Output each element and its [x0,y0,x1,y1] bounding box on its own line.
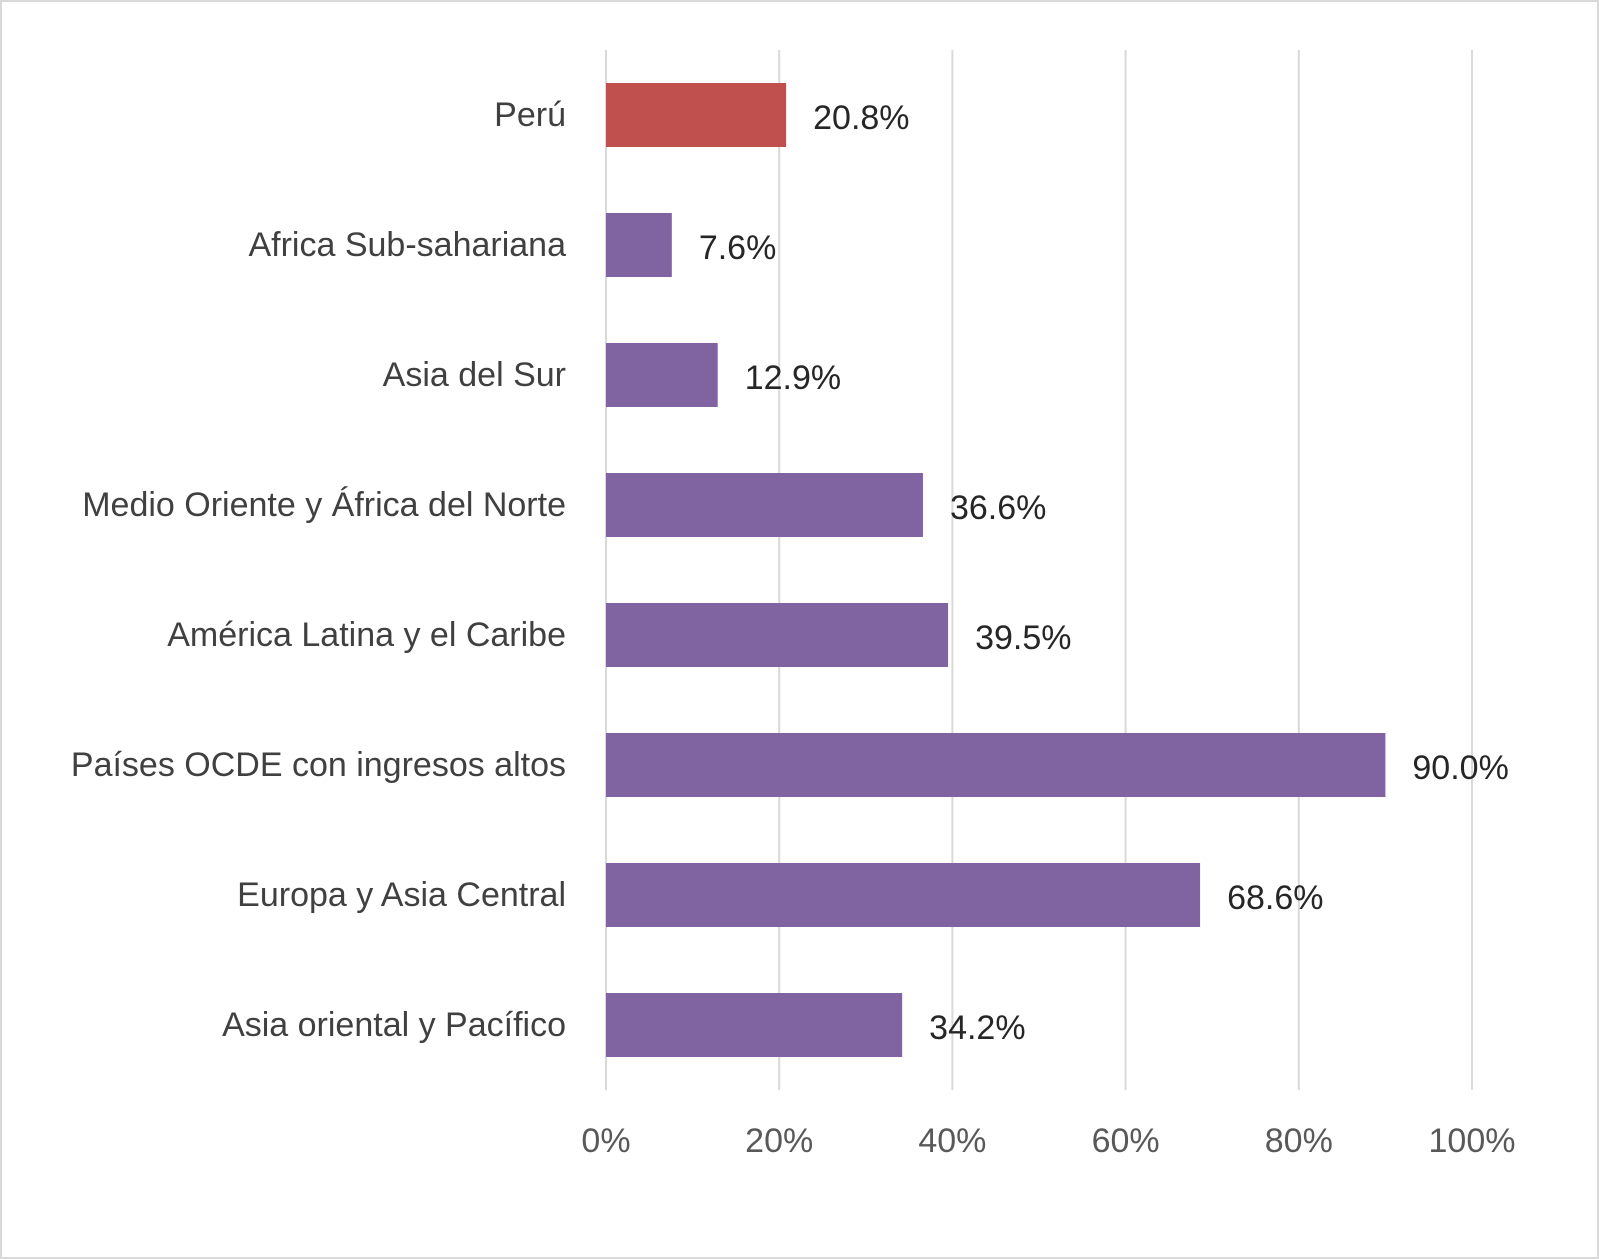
data-label: 34.2% [929,1009,1025,1047]
data-label: 90.0% [1412,749,1508,787]
x-tick-label: 0% [581,1122,630,1160]
data-labels: 20.8% 7.6% 12.9% 36.6% 39.5% 90.0% 68.6% 34.2% [699,99,1509,1047]
bar [606,343,718,407]
bars [606,83,1386,1057]
data-label: 12.9% [745,359,841,397]
data-label: 68.6% [1227,879,1323,917]
bar [606,603,949,667]
data-label: 36.6% [950,489,1046,527]
x-tick-label: 20% [745,1122,813,1160]
bar [606,993,903,1057]
bar [606,733,1386,797]
bar [606,863,1201,927]
data-label: 7.6% [699,229,777,267]
category-label: Asia oriental y Pacífico [222,1006,566,1044]
category-label: América Latina y el Caribe [167,616,566,654]
x-tick-label: 40% [918,1122,986,1160]
x-tick-label: 80% [1265,1122,1333,1160]
category-label: Africa Sub-sahariana [248,226,566,264]
category-label: Países OCDE con ingresos altos [71,746,566,784]
category-label: Medio Oriente y África del Norte [82,486,566,524]
gridlines [605,50,1473,1090]
category-labels: Perú Africa Sub-sahariana Asia del Sur Medi… [71,96,566,1044]
x-tick-label: 60% [1092,1122,1160,1160]
category-label: Perú [494,96,566,134]
data-label: 20.8% [813,99,909,137]
x-tick-label: 100% [1429,1122,1516,1160]
category-label: Asia del Sur [383,356,566,394]
x-axis-tick-labels: 0% 20% 40% 60% 80% 100% [581,1122,1515,1160]
data-label: 39.5% [975,619,1071,657]
bar [606,213,672,277]
category-label: Europa y Asia Central [237,876,566,914]
bar [606,83,787,147]
bar [606,473,923,537]
